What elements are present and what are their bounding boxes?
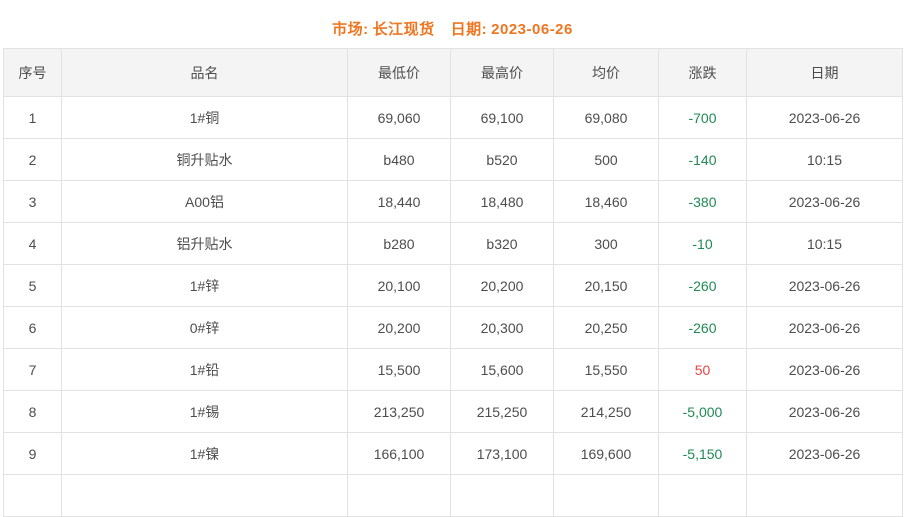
cell-low-price: 69,060	[347, 96, 451, 139]
cell-serial-no: 3	[3, 180, 62, 223]
col-header-avg: 均价	[553, 48, 659, 97]
table-row: 3 A00铝 18,440 18,480 18,460 -380 2023-06…	[3, 180, 903, 223]
cell-avg-price: 20,150	[553, 264, 659, 307]
cell-change: -5,150	[658, 432, 747, 475]
cell-avg-price: 500	[553, 138, 659, 181]
table-row: 5 1#锌 20,100 20,200 20,150 -260 2023-06-…	[3, 264, 903, 307]
cell-low-price: 20,100	[347, 264, 451, 307]
cell-high-price: 15,600	[450, 348, 554, 391]
table-row: 2 铜升贴水 b480 b520 500 -140 10:15	[3, 138, 903, 181]
cell-change: 50	[658, 348, 747, 391]
cell-serial-no: 4	[3, 222, 62, 265]
cell-high-price: b520	[450, 138, 554, 181]
cell-date: 2023-06-26	[746, 390, 903, 433]
cell-avg-price: 214,250	[553, 390, 659, 433]
cell-high-price: 69,100	[450, 96, 554, 139]
cell-low-price: b280	[347, 222, 451, 265]
cell-product: A00铝	[61, 180, 348, 223]
table-body: 1 1#铜 69,060 69,100 69,080 -700 2023-06-…	[3, 96, 903, 475]
cell-serial-no: 9	[3, 432, 62, 475]
cell-product: 1#镍	[61, 432, 348, 475]
cell-low-price: 15,500	[347, 348, 451, 391]
cell-low-price: 213,250	[347, 390, 451, 433]
cell-date: 2023-06-26	[746, 96, 903, 139]
cell-product: 1#铅	[61, 348, 348, 391]
col-header-change: 涨跌	[658, 48, 747, 97]
price-table: 序号 品名 最低价 最高价 均价 涨跌 日期 1 1#铜 69,060 69,1…	[3, 48, 903, 517]
cell-change: -380	[658, 180, 747, 223]
cell-avg-price: 20,250	[553, 306, 659, 349]
cell-high-price: 173,100	[450, 432, 554, 475]
cell-date: 2023-06-26	[746, 306, 903, 349]
cell-serial-no: 8	[3, 390, 62, 433]
cell-avg-price: 169,600	[553, 432, 659, 475]
cell-low-price: 20,200	[347, 306, 451, 349]
cell-serial-no: 2	[3, 138, 62, 181]
cell-product: 1#锡	[61, 390, 348, 433]
date-label: 日期:	[450, 21, 488, 38]
col-header-no: 序号	[3, 48, 62, 97]
cell-high-price: 20,300	[450, 306, 554, 349]
cell-avg-price: 18,460	[553, 180, 659, 223]
market-value: 长江现货	[372, 21, 435, 38]
table-row: 9 1#镍 166,100 173,100 169,600 -5,150 202…	[3, 432, 903, 475]
cell-high-price: 215,250	[450, 390, 554, 433]
cell-high-price: 20,200	[450, 264, 554, 307]
cell-low-price: 18,440	[347, 180, 451, 223]
col-header-name: 品名	[61, 48, 348, 97]
cell-serial-no: 5	[3, 264, 62, 307]
cell-serial-no: 6	[3, 306, 62, 349]
cell-date: 2023-06-26	[746, 180, 903, 223]
table-row: 6 0#锌 20,200 20,300 20,250 -260 2023-06-…	[3, 306, 903, 349]
table-row: 4 铝升贴水 b280 b320 300 -10 10:15	[3, 222, 903, 265]
cell-product: 铜升贴水	[61, 138, 348, 181]
cell-product: 1#锌	[61, 264, 348, 307]
table-row: 7 1#铅 15,500 15,600 15,550 50 2023-06-26	[3, 348, 903, 391]
col-header-date: 日期	[746, 48, 903, 97]
cell-date: 10:15	[746, 138, 903, 181]
table-body-partial	[3, 474, 903, 517]
cell-product: 铝升贴水	[61, 222, 348, 265]
cell-high-price: 18,480	[450, 180, 554, 223]
cell-high-price: b320	[450, 222, 554, 265]
cell-product: 1#铜	[61, 96, 348, 139]
cell-avg-price: 300	[553, 222, 659, 265]
cell-product: 0#锌	[61, 306, 348, 349]
table-row-partial	[3, 474, 903, 517]
cell-change: -10	[658, 222, 747, 265]
cell-serial-no: 7	[3, 348, 62, 391]
cell-change: -260	[658, 306, 747, 349]
col-header-high: 最高价	[450, 48, 554, 97]
cell-change: -140	[658, 138, 747, 181]
market-label: 市场:	[332, 21, 369, 38]
cell-avg-price: 69,080	[553, 96, 659, 139]
table-row: 8 1#锡 213,250 215,250 214,250 -5,000 202…	[3, 390, 903, 433]
cell-low-price: 166,100	[347, 432, 451, 475]
cell-date: 2023-06-26	[746, 432, 903, 475]
cell-change: -260	[658, 264, 747, 307]
cell-change: -700	[658, 96, 747, 139]
col-header-low: 最低价	[347, 48, 451, 97]
cell-avg-price: 15,550	[553, 348, 659, 391]
page-title: 市场: 长江现货 日期: 2023-06-26	[0, 0, 905, 48]
cell-low-price: b480	[347, 138, 451, 181]
table-row: 1 1#铜 69,060 69,100 69,080 -700 2023-06-…	[3, 96, 903, 139]
cell-date: 2023-06-26	[746, 348, 903, 391]
cell-serial-no: 1	[3, 96, 62, 139]
date-value: 2023-06-26	[491, 21, 573, 38]
cell-change: -5,000	[658, 390, 747, 433]
cell-date: 10:15	[746, 222, 903, 265]
cell-date: 2023-06-26	[746, 264, 903, 307]
table-header-row: 序号 品名 最低价 最高价 均价 涨跌 日期	[3, 48, 903, 97]
